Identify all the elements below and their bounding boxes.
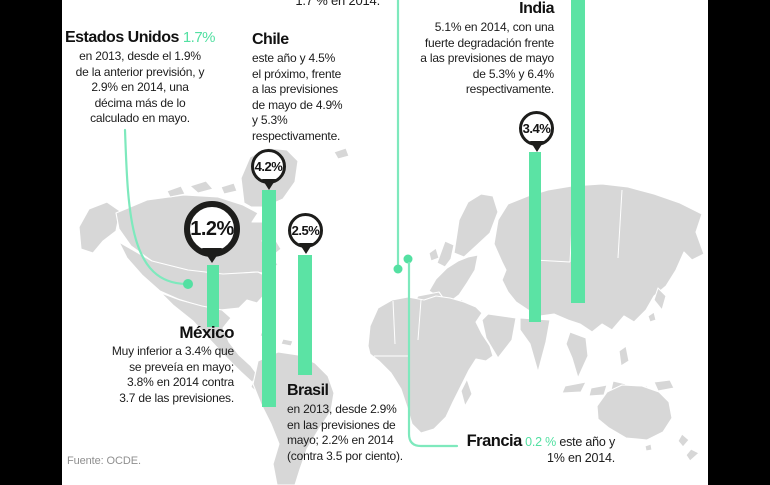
usa-title: Estados Unidos 1.7% — [64, 29, 216, 46]
chile-annotation: Chile este año y 4.5% el próximo, frente… — [252, 31, 372, 144]
india-line: respectivamente. — [465, 82, 554, 96]
india-annotation: India 5.1% en 2014, con una fuerte degra… — [414, 0, 554, 98]
mexico-line: 3.8% en 2014 contra — [127, 375, 234, 389]
francia-title: Francia — [466, 432, 523, 450]
india-2013-bar — [529, 152, 541, 322]
top-partial-annotation: 1.7 % en 2014. — [295, 0, 380, 8]
chile-line: este año y 4.5% — [252, 51, 336, 65]
mexico-bar — [207, 265, 219, 327]
brasil-line: en 2013, desde 2.9% — [287, 402, 397, 416]
brasil-bar — [298, 255, 312, 375]
india-line: de 5.3% y 6.4% — [472, 66, 554, 81]
chile-title: Chile — [252, 31, 289, 48]
francia-callout-line — [407, 261, 459, 448]
mexico-line: se preveía en mayo; — [129, 359, 234, 374]
usa-line: calculado en mayo. — [90, 111, 190, 125]
francia-highlight-value: 0.2 % — [525, 435, 557, 449]
usa-line: de la anterior previsión, y — [75, 64, 205, 79]
chile-badge: 4.2% — [251, 149, 286, 184]
brasil-line: mayo; 2.2% en 2014 — [287, 433, 394, 447]
france-map-dot — [393, 264, 403, 274]
usa-line: en 2013, desde el 1.9% — [79, 49, 201, 63]
mexico-annotation: México Muy inferior a 3.4% que se preveí… — [78, 323, 235, 406]
india-badge-value: 3.4% — [522, 121, 551, 136]
india-2014-bar — [571, 0, 585, 303]
brasil-title: Brasil — [287, 382, 329, 399]
chile-line: de mayo de 4.9% — [252, 97, 343, 112]
usa-line: décima más de lo — [94, 95, 186, 110]
francia-line1: Francia 0.2 % este año y — [466, 432, 616, 450]
callout-lines — [123, 0, 459, 448]
usa-line: 2.9% en 2014, una — [91, 80, 189, 94]
chile-bar — [262, 190, 276, 407]
usa-map-dot — [183, 279, 193, 289]
brasil-badge-value: 2.5% — [291, 223, 320, 238]
india-line: 5.1% en 2014, con una — [434, 20, 554, 34]
mexico-line: Muy inferior a 3.4% que — [111, 344, 234, 358]
mexico-title: México — [179, 323, 234, 342]
germany-map-dot — [403, 254, 413, 264]
chile-line: y 5.3% — [252, 113, 288, 127]
source-credit: Fuente: OCDE. — [67, 455, 141, 467]
india-title: India — [519, 0, 554, 17]
francia-line2: 1% en 2014. — [547, 451, 615, 465]
chile-line: el próximo, frente — [252, 66, 342, 81]
brasil-line: en las previsiones de — [287, 417, 396, 432]
mexico-line: 3.7 de las previsiones. — [119, 390, 234, 405]
india-line: fuerte degradación frente — [424, 35, 554, 50]
brasil-badge: 2.5% — [288, 213, 323, 248]
usa-highlight-value: 1.7% — [182, 29, 216, 46]
india-badge: 3.4% — [519, 111, 554, 146]
mexico-badge: 1.2% — [184, 201, 240, 257]
chile-line: respectivamente. — [252, 128, 341, 143]
chile-line: a las previsiones — [252, 82, 338, 96]
francia-annotation: Francia 0.2 % este año y 1% en 2014. — [460, 432, 616, 466]
india-line: a las previsiones de mayo — [420, 51, 554, 65]
usa-callout-line — [123, 128, 188, 286]
infographic-content: 1.2% 4.2% 2.5% 3.4% 1.7 % en 2014. Estad… — [62, 0, 708, 485]
chile-badge-value: 4.2% — [254, 159, 283, 174]
brasil-line: (contra 3.5 por ciento). — [287, 448, 403, 463]
usa-annotation: Estados Unidos 1.7% en 2013, desde el 1.… — [62, 29, 218, 127]
mexico-badge-value: 1.2% — [190, 217, 234, 240]
brasil-annotation: Brasil en 2013, desde 2.9% en las previs… — [287, 382, 437, 464]
